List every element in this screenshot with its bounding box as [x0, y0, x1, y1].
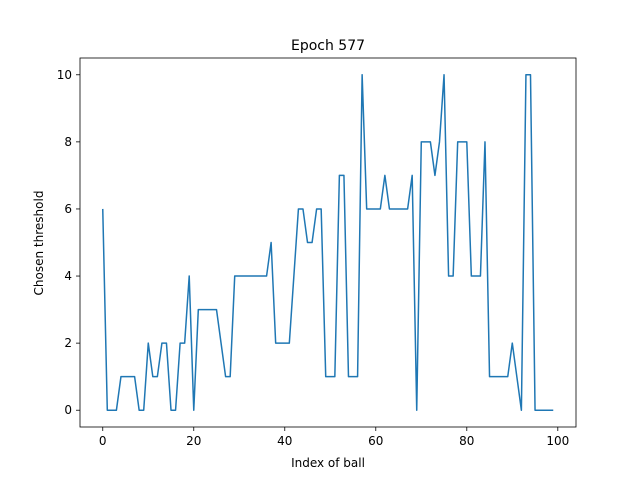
y-tick-label: 10 — [57, 68, 72, 82]
axes-frame — [79, 57, 577, 428]
x-tick-label: 100 — [546, 434, 569, 448]
y-tick-label: 4 — [64, 269, 72, 283]
x-tick-label: 40 — [277, 434, 292, 448]
chart-title: Epoch 577 — [291, 38, 365, 54]
y-tick-label: 2 — [64, 336, 72, 350]
x-tick-label: 80 — [459, 434, 474, 448]
y-axis-label: Chosen threshold — [32, 191, 46, 296]
x-tick-label: 20 — [186, 434, 201, 448]
x-tick-label: 60 — [368, 434, 383, 448]
x-axis-label: Index of ball — [291, 456, 365, 470]
plot-area: 0 20 40 60 80 100 0 2 4 6 8 10 — [57, 57, 577, 448]
series-line-threshold — [102, 74, 554, 411]
series-layer — [102, 74, 554, 411]
x-tick-label: 0 — [99, 434, 107, 448]
y-tick-label: 0 — [64, 403, 72, 417]
y-tick-label: 8 — [64, 135, 72, 149]
ticks-layer: 0 20 40 60 80 100 0 2 4 6 8 10 — [57, 68, 570, 448]
y-tick-label: 6 — [64, 202, 72, 216]
